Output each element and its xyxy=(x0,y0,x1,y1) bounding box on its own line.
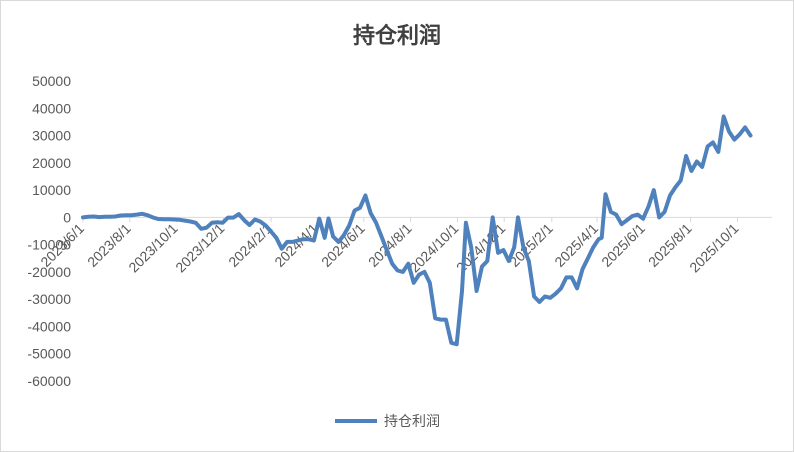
legend-label: 持仓利润 xyxy=(384,414,440,430)
y-tick-label: 40000 xyxy=(32,100,71,116)
legend: 持仓利润 xyxy=(335,414,440,430)
y-tick-label: -60000 xyxy=(27,373,71,389)
y-tick-label: -50000 xyxy=(27,346,71,362)
y-tick-label: -10000 xyxy=(27,237,71,253)
y-tick-label: -20000 xyxy=(27,264,71,280)
y-tick-label: -30000 xyxy=(27,291,71,307)
series-line xyxy=(81,114,753,347)
x-tick-label: 2024/10/1 xyxy=(406,220,462,276)
y-tick-label: -40000 xyxy=(27,318,71,334)
x-tick-label: 2025/6/1 xyxy=(598,220,648,270)
plot-area xyxy=(81,114,753,347)
y-axis: 50000 40000 30000 20000 10000 0 -10000 -20000 -3… xyxy=(27,73,71,389)
y-tick-label: 30000 xyxy=(32,128,71,144)
y-tick-label: 20000 xyxy=(32,155,71,171)
y-tick-label: 0 xyxy=(63,209,71,225)
x-tick-label: 2025/10/1 xyxy=(686,220,742,276)
y-tick-label: 10000 xyxy=(32,182,71,198)
x-tick-label: 2023/10/1 xyxy=(125,220,181,276)
chart-title: 持仓利润 xyxy=(353,23,441,49)
y-tick-label: 50000 xyxy=(32,73,71,89)
